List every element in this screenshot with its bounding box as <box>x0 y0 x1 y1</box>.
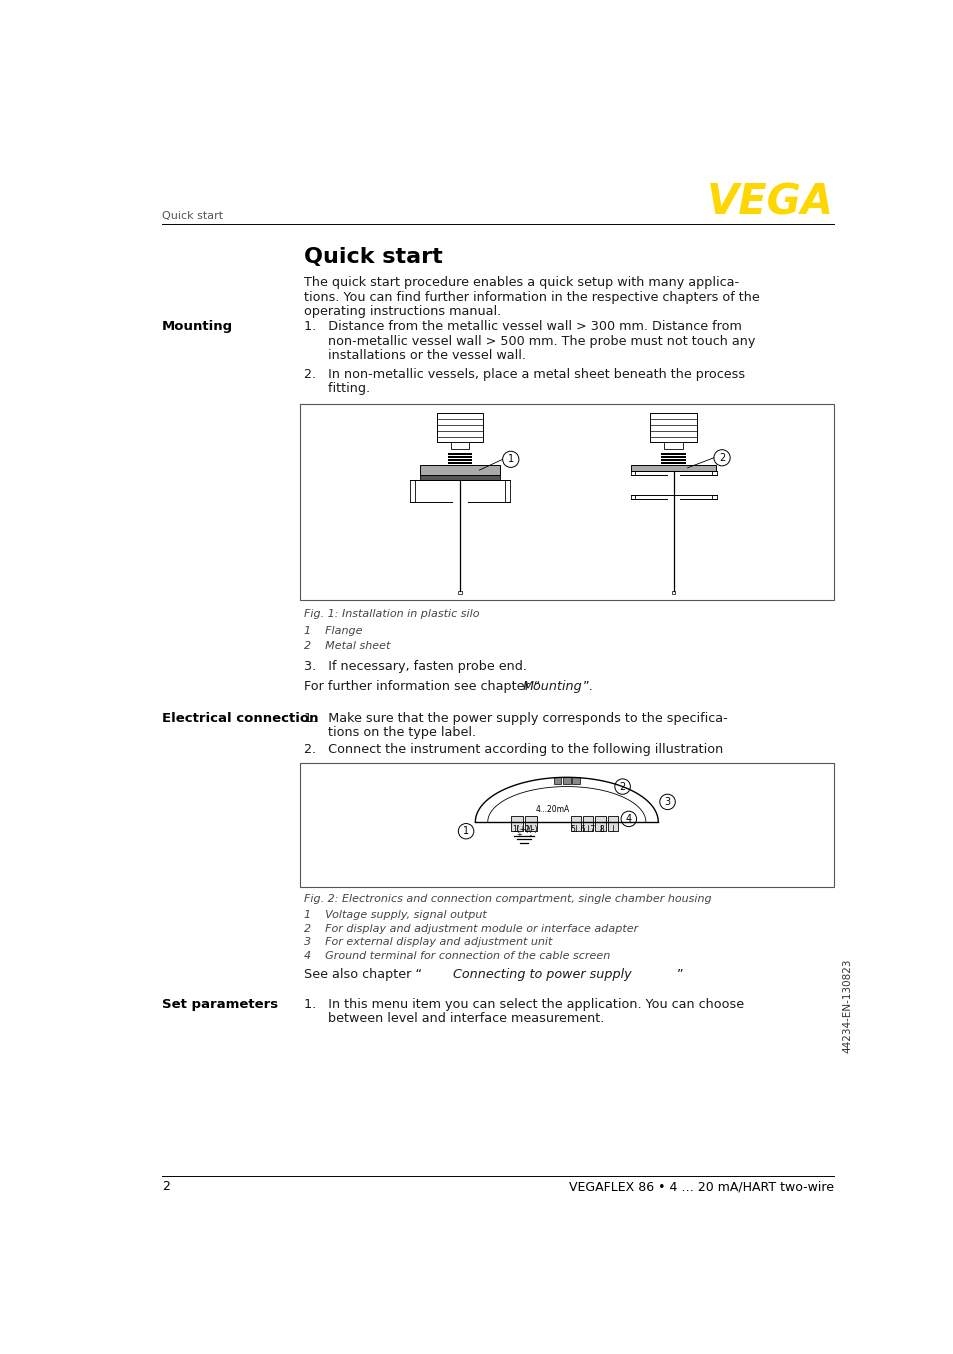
Circle shape <box>502 451 518 467</box>
Circle shape <box>620 811 636 826</box>
Text: The quick start procedure enables a quick setup with many applica-: The quick start procedure enables a quic… <box>303 276 738 290</box>
Bar <box>712 471 716 475</box>
Text: 2: 2 <box>719 452 724 463</box>
Bar <box>607 816 618 831</box>
Text: 1.   Make sure that the power supply corresponds to the specifica-: 1. Make sure that the power supply corre… <box>303 712 727 724</box>
Bar <box>553 777 560 784</box>
Bar <box>504 481 509 502</box>
Bar <box>630 466 716 471</box>
Bar <box>572 777 579 784</box>
Bar <box>436 413 483 443</box>
Bar <box>660 459 685 460</box>
Bar <box>299 764 833 887</box>
Text: ”: ” <box>677 968 683 982</box>
Bar <box>660 456 685 458</box>
Text: 1: 1 <box>462 826 469 837</box>
Text: VEGA: VEGA <box>706 181 833 223</box>
Bar <box>450 443 469 448</box>
Bar <box>447 462 472 464</box>
Bar <box>562 777 570 784</box>
Text: 3.   If necessary, fasten probe end.: 3. If necessary, fasten probe end. <box>303 659 526 673</box>
Circle shape <box>615 779 630 795</box>
Bar <box>570 816 580 831</box>
Text: Quick start: Quick start <box>162 211 223 222</box>
Text: 1: 1 <box>507 455 514 464</box>
Bar <box>511 816 522 831</box>
Text: For further information see chapter “: For further information see chapter “ <box>303 680 539 692</box>
Bar <box>595 816 605 831</box>
Text: 2(-): 2(-) <box>524 825 537 834</box>
Text: Quick start: Quick start <box>303 248 442 267</box>
Text: 4: 4 <box>625 814 631 823</box>
Text: 4    Ground terminal for connection of the cable screen: 4 Ground terminal for connection of the … <box>303 952 609 961</box>
Text: installations or the vessel wall.: installations or the vessel wall. <box>303 349 525 362</box>
Text: Fig. 1: Installation in plastic silo: Fig. 1: Installation in plastic silo <box>303 609 478 620</box>
Text: fitting.: fitting. <box>303 382 370 395</box>
Circle shape <box>659 795 675 810</box>
Text: tions. You can find further information in the respective chapters of the: tions. You can find further information … <box>303 291 759 303</box>
Text: 3: 3 <box>664 798 670 807</box>
Text: Connecting to power supply: Connecting to power supply <box>453 968 631 982</box>
Text: 2    Metal sheet: 2 Metal sheet <box>303 640 390 651</box>
Bar <box>663 443 682 448</box>
Text: 1    Flange: 1 Flange <box>303 627 362 636</box>
Bar <box>447 459 472 460</box>
Bar <box>410 481 415 502</box>
Text: Set parameters: Set parameters <box>162 998 277 1010</box>
Text: 2    For display and adjustment module or interface adapter: 2 For display and adjustment module or i… <box>303 923 638 934</box>
Text: +   -: + - <box>517 831 532 838</box>
Bar <box>630 471 634 475</box>
Text: between level and interface measurement.: between level and interface measurement. <box>303 1011 603 1025</box>
Text: See also chapter “: See also chapter “ <box>303 968 421 982</box>
Text: Mounting: Mounting <box>521 680 581 692</box>
Bar <box>671 590 675 594</box>
Bar <box>299 403 833 600</box>
Text: 1.   In this menu item you can select the application. You can choose: 1. In this menu item you can select the … <box>303 998 743 1010</box>
Text: 2.   Connect the instrument according to the following illustration: 2. Connect the instrument according to t… <box>303 743 722 757</box>
Text: Mounting: Mounting <box>162 321 233 333</box>
Text: 1.   Distance from the metallic vessel wall > 300 mm. Distance from: 1. Distance from the metallic vessel wal… <box>303 321 740 333</box>
Bar <box>660 452 685 455</box>
Text: VEGAFLEX 86 • 4 … 20 mA/HART two-wire: VEGAFLEX 86 • 4 … 20 mA/HART two-wire <box>568 1181 833 1193</box>
Bar <box>630 496 634 500</box>
Bar <box>582 816 593 831</box>
Circle shape <box>457 823 474 839</box>
Text: 4...20mA: 4...20mA <box>536 806 569 814</box>
Bar <box>419 466 499 475</box>
Text: Fig. 2: Electronics and connection compartment, single chamber housing: Fig. 2: Electronics and connection compa… <box>303 895 711 904</box>
Circle shape <box>713 450 729 466</box>
Text: operating instructions manual.: operating instructions manual. <box>303 305 500 318</box>
Text: non-metallic vessel wall > 500 mm. The probe must not touch any: non-metallic vessel wall > 500 mm. The p… <box>303 334 754 348</box>
Text: 2: 2 <box>162 1181 170 1193</box>
Text: 5  6  7  8: 5 6 7 8 <box>571 825 604 834</box>
Text: 2: 2 <box>618 781 625 792</box>
Bar <box>650 413 696 443</box>
Text: 1(+): 1(+) <box>512 825 529 834</box>
Bar <box>419 475 499 481</box>
Text: tions on the type label.: tions on the type label. <box>303 726 476 739</box>
Bar <box>447 456 472 458</box>
Bar <box>524 816 536 831</box>
Text: 1    Voltage supply, signal output: 1 Voltage supply, signal output <box>303 910 486 919</box>
Bar <box>712 496 716 500</box>
Text: 3    For external display and adjustment unit: 3 For external display and adjustment un… <box>303 937 552 948</box>
Bar <box>458 590 461 594</box>
Bar <box>660 462 685 464</box>
Text: 44234-EN-130823: 44234-EN-130823 <box>841 959 852 1053</box>
Text: 2.   In non-metallic vessels, place a metal sheet beneath the process: 2. In non-metallic vessels, place a meta… <box>303 368 744 380</box>
Bar <box>447 452 472 455</box>
Text: ”.: ”. <box>582 680 593 692</box>
Text: Electrical connection: Electrical connection <box>162 712 318 724</box>
